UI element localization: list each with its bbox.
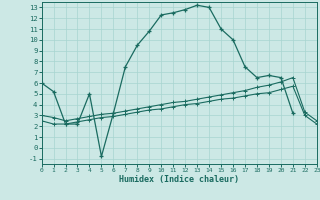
X-axis label: Humidex (Indice chaleur): Humidex (Indice chaleur) — [119, 175, 239, 184]
